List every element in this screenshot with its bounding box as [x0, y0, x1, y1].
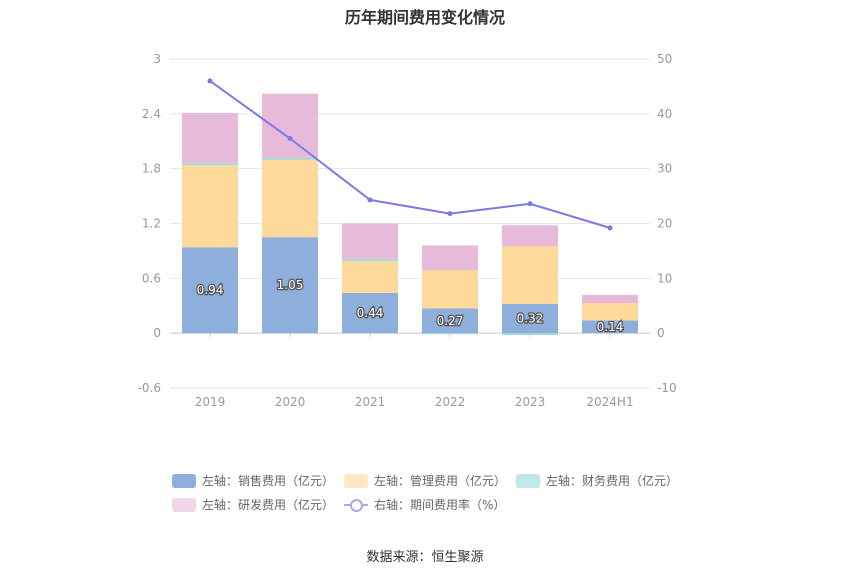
bar-value-label: 0.27	[437, 314, 464, 328]
legend-swatch-rnd	[172, 497, 196, 512]
bar-mgmt	[182, 165, 238, 248]
bar-rnd	[582, 294, 638, 304]
legend-label-sales: 左轴：销售费用（亿元）	[202, 474, 335, 488]
legend-label-rnd: 左轴：研发费用（亿元）	[202, 498, 335, 512]
rate-line	[209, 80, 611, 229]
legend-swatch-rate	[344, 498, 368, 512]
y-right-tick-label: 50	[657, 52, 672, 66]
bar-rnd	[502, 225, 558, 247]
x-tick-label: 2022	[435, 395, 466, 409]
bar-mgmt	[502, 246, 558, 304]
bar-sales	[182, 247, 238, 334]
x-tick-label: 2023	[515, 395, 546, 409]
rate-point	[607, 225, 613, 231]
legend-item-fin[interactable]: 左轴：财务费用（亿元）	[516, 472, 678, 489]
legend-item-sales[interactable]: 左轴：销售费用（亿元）	[172, 472, 334, 489]
legend-item-rate[interactable]: 右轴：期间费用率（%）	[344, 496, 505, 513]
y-right-tick-label: -10	[657, 381, 677, 395]
y-left-tick-label: 3	[153, 52, 161, 66]
bar-sales	[422, 308, 478, 334]
bar-sales	[502, 303, 558, 334]
bar-mgmt	[582, 303, 638, 321]
y-left-tick-label: 0	[153, 326, 161, 340]
x-tick-label: 2021	[355, 395, 386, 409]
bar-value-label: 0.94	[197, 283, 224, 297]
y-right-tick-label: 30	[657, 162, 672, 176]
bar-value-label: 0.44	[357, 306, 384, 320]
bar-mgmt	[342, 260, 398, 293]
y-left-tick-label: 1.2	[142, 217, 161, 231]
bar-fin	[262, 157, 318, 160]
bar-rnd	[422, 245, 478, 271]
bar-sales	[262, 237, 318, 334]
legend-item-rnd[interactable]: 左轴：研发费用（亿元）	[172, 496, 334, 513]
bar-fin	[502, 333, 558, 335]
rate-point	[287, 136, 293, 142]
bar-value-label: 0.14	[597, 320, 624, 334]
rate-point	[207, 78, 213, 84]
y-right-tick-label: 0	[657, 326, 665, 340]
bar-rnd	[182, 112, 238, 164]
data-source: 数据来源：恒生聚源	[366, 550, 484, 565]
x-tick-label: 2019	[195, 395, 226, 409]
legend-swatch-mgmt	[344, 473, 368, 488]
y-right-tick-label: 10	[657, 271, 672, 285]
bar-sales	[582, 320, 638, 334]
chart-canvas: -0.6 0 0.6 1.2 1.8 2.4 3 -10 0 10 20 30 40 50 2019 2020…	[138, 52, 677, 409]
bar-mgmt	[422, 270, 478, 309]
rate-point	[527, 201, 533, 207]
bar-fin	[182, 163, 238, 166]
bar-rnd	[342, 223, 398, 260]
legend-label-rate: 右轴：期间费用率（%）	[374, 498, 506, 512]
legend-label-mgmt: 左轴：管理费用（亿元）	[374, 474, 507, 488]
legend-swatch-fin	[516, 473, 540, 488]
chart-title: 历年期间费用变化情况	[344, 8, 505, 27]
rate-point	[367, 197, 373, 203]
bar-rnd	[262, 93, 318, 158]
y-left-tick-label: 2.4	[142, 107, 161, 121]
legend-swatch-sales	[172, 473, 196, 488]
y-left-tick-label: 0.6	[142, 271, 161, 285]
y-left-tick-label: 1.8	[142, 162, 161, 176]
rate-point	[447, 211, 453, 217]
bar-value-label: 0.32	[517, 312, 544, 326]
x-tick-label: 2020	[275, 395, 306, 409]
bar-value-label: 1.05	[277, 278, 304, 292]
y-right-tick-label: 20	[657, 217, 672, 231]
y-left-tick-label: -0.6	[138, 381, 161, 395]
legend-item-mgmt[interactable]: 左轴：管理费用（亿元）	[344, 472, 506, 489]
bar-fin	[342, 259, 398, 261]
legend-label-fin: 左轴：财务费用（亿元）	[546, 474, 679, 488]
bar-sales	[342, 292, 398, 334]
y-right-tick-label: 40	[657, 107, 672, 121]
x-tick-label: 2024H1	[586, 395, 633, 409]
bar-fin	[422, 333, 478, 335]
bar-mgmt	[262, 159, 318, 238]
